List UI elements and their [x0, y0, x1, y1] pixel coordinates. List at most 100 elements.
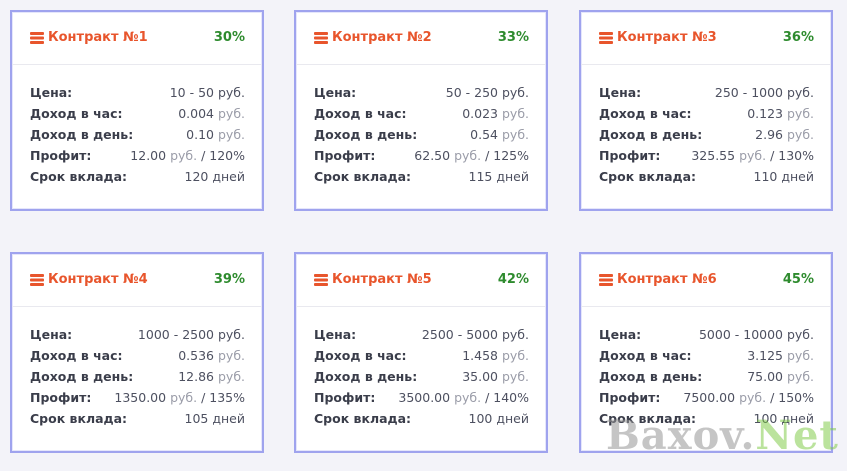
term-row: Срок вклада: 105 дней [30, 408, 245, 429]
contract-card[interactable]: Контракт №2 33% Цена: 50 - 250 руб. Доход… [294, 10, 548, 211]
profit-label: Профит: [30, 148, 92, 163]
income-day-label: Доход в день: [314, 369, 418, 384]
contract-title: Контракт №2 [332, 30, 432, 45]
contract-details: Цена: 250 - 1000 руб. Доход в час: 0.123 р… [599, 82, 814, 187]
term-value: 105 дней [184, 411, 245, 426]
price-row: Цена: 50 - 250 руб. [314, 82, 529, 103]
contract-card-header: Контракт №4 39% [12, 254, 262, 307]
currency-unit: руб. [217, 127, 245, 142]
income-hour-value: 3.125 [747, 348, 783, 363]
income-hour-value: 0.536 [178, 348, 214, 363]
currency-unit: руб. [501, 106, 529, 121]
profit-label: Профит: [30, 390, 92, 405]
price-row: Цена: 250 - 1000 руб. [599, 82, 814, 103]
income-day-row: Доход в день: 12.86 руб. [30, 366, 245, 387]
contract-card-header: Контракт №1 30% [12, 12, 262, 65]
watermark-part1: Baxov. [606, 412, 756, 459]
income-hour-row: Доход в час: 0.023 руб. [314, 103, 529, 124]
currency-unit: руб. [739, 390, 767, 405]
contract-card[interactable]: Контракт №6 45% Цена: 5000 - 10000 руб. Д… [579, 252, 833, 453]
price-row: Цена: 2500 - 5000 руб. [314, 324, 529, 345]
profit-percent: / 120% [201, 148, 245, 163]
price-value: 5000 - 10000 руб. [698, 327, 814, 342]
income-day-value: 12.86 [178, 369, 214, 384]
price-value: 10 - 50 руб. [169, 85, 245, 100]
profit-value: 1350.00 [114, 390, 167, 405]
price-row: Цена: 10 - 50 руб. [30, 82, 245, 103]
contract-card-header: Контракт №6 45% [581, 254, 831, 307]
watermark: Baxov.Net [606, 412, 839, 459]
price-row: Цена: 1000 - 2500 руб. [30, 324, 245, 345]
price-label: Цена: [314, 85, 357, 100]
currency-unit: руб. [454, 148, 482, 163]
server-stack-icon [599, 273, 613, 286]
contract-title: Контракт №1 [48, 30, 148, 45]
profit-value: 325.55 [691, 148, 736, 163]
contract-title: Контракт №5 [332, 272, 432, 287]
contract-card-header: Контракт №2 33% [296, 12, 546, 65]
income-hour-value: 1.458 [462, 348, 498, 363]
income-day-label: Доход в день: [599, 127, 703, 142]
contract-title: Контракт №6 [617, 272, 717, 287]
price-label: Цена: [314, 327, 357, 342]
contract-card[interactable]: Контракт №4 39% Цена: 1000 - 2500 руб. До… [10, 252, 264, 453]
server-stack-icon [599, 31, 613, 44]
income-day-row: Доход в день: 2.96 руб. [599, 124, 814, 145]
income-hour-label: Доход в час: [30, 348, 123, 363]
income-day-label: Доход в день: [599, 369, 703, 384]
income-hour-value: 0.023 [462, 106, 498, 121]
profit-percent: / 125% [485, 148, 529, 163]
currency-unit: руб. [217, 106, 245, 121]
contract-details: Цена: 50 - 250 руб. Доход в час: 0.023 руб… [314, 82, 529, 187]
income-hour-row: Доход в час: 0.536 руб. [30, 345, 245, 366]
contract-card[interactable]: Контракт №3 36% Цена: 250 - 1000 руб. Дох… [579, 10, 833, 211]
contract-details: Цена: 10 - 50 руб. Доход в час: 0.004 руб.… [30, 82, 245, 187]
income-hour-label: Доход в час: [599, 348, 692, 363]
income-day-value: 0.10 [186, 127, 214, 142]
term-label: Срок вклада: [599, 169, 697, 184]
term-row: Срок вклада: 115 дней [314, 166, 529, 187]
contract-percent: 36% [782, 30, 814, 45]
income-hour-label: Доход в час: [30, 106, 123, 121]
server-stack-icon [314, 31, 328, 44]
currency-unit: руб. [170, 148, 198, 163]
currency-unit: руб. [217, 369, 245, 384]
income-day-value: 2.96 [755, 127, 783, 142]
contract-title: Контракт №4 [48, 272, 148, 287]
profit-percent: / 135% [201, 390, 245, 405]
watermark-part2: Net [755, 412, 839, 459]
term-label: Срок вклада: [314, 169, 412, 184]
income-day-row: Доход в день: 0.10 руб. [30, 124, 245, 145]
profit-value: 7500.00 [683, 390, 736, 405]
currency-unit: руб. [501, 127, 529, 142]
income-hour-label: Доход в час: [314, 348, 407, 363]
income-day-label: Доход в день: [30, 127, 134, 142]
profit-value: 3500.00 [398, 390, 451, 405]
contract-card[interactable]: Контракт №5 42% Цена: 2500 - 5000 руб. До… [294, 252, 548, 453]
term-value: 100 дней [753, 411, 814, 426]
price-label: Цена: [30, 85, 73, 100]
profit-row: Профит: 7500.00 руб. / 150% [599, 387, 814, 408]
contract-details: Цена: 2500 - 5000 руб. Доход в час: 1.458 … [314, 324, 529, 429]
price-label: Цена: [599, 85, 642, 100]
term-row: Срок вклада: 120 дней [30, 166, 245, 187]
income-hour-row: Доход в час: 3.125 руб. [599, 345, 814, 366]
contract-percent: 42% [497, 272, 529, 287]
income-hour-value: 0.004 [178, 106, 214, 121]
term-value: 100 дней [468, 411, 529, 426]
profit-percent: / 150% [770, 390, 814, 405]
contract-card[interactable]: Контракт №1 30% Цена: 10 - 50 руб. Доход … [10, 10, 264, 211]
price-value: 2500 - 5000 руб. [421, 327, 529, 342]
price-value: 1000 - 2500 руб. [137, 327, 245, 342]
profit-row: Профит: 12.00 руб. / 120% [30, 145, 245, 166]
currency-unit: руб. [170, 390, 198, 405]
income-day-value: 75.00 [747, 369, 783, 384]
income-hour-row: Доход в час: 1.458 руб. [314, 345, 529, 366]
profit-percent: / 140% [485, 390, 529, 405]
term-label: Срок вклада: [30, 169, 128, 184]
income-hour-label: Доход в час: [599, 106, 692, 121]
price-row: Цена: 5000 - 10000 руб. [599, 324, 814, 345]
currency-unit: руб. [217, 348, 245, 363]
price-value: 50 - 250 руб. [445, 85, 529, 100]
contract-title: Контракт №3 [617, 30, 717, 45]
